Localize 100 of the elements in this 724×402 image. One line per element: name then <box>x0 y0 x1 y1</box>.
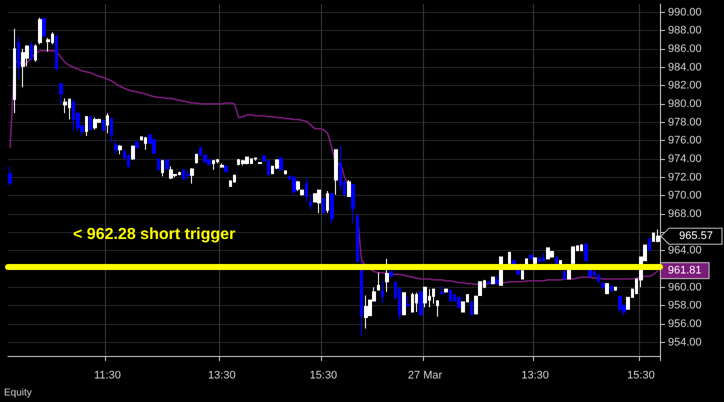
candlestick <box>309 194 312 211</box>
candlestick <box>127 154 130 169</box>
y-tick-label: 954.00 <box>668 336 702 348</box>
candlestick <box>533 257 537 264</box>
candlestick <box>284 170 287 175</box>
candlestick <box>389 271 393 277</box>
candlestick <box>444 288 448 294</box>
candlestick <box>356 213 359 263</box>
y-tick-label: 980.00 <box>668 98 702 110</box>
candlestick <box>296 180 300 192</box>
candlestick <box>550 251 554 258</box>
candlestick <box>144 136 147 150</box>
candlestick <box>207 158 211 165</box>
candlestick <box>85 115 88 136</box>
candlestick <box>440 286 444 294</box>
candlestick <box>580 244 583 252</box>
candlestick <box>402 292 406 316</box>
candlestick <box>542 252 545 262</box>
candlestick <box>17 36 20 80</box>
candlestick <box>334 149 338 196</box>
candlestick <box>610 286 613 292</box>
x-tick-label: 11:30 <box>94 370 121 382</box>
x-tick-label: 27 Mar <box>408 370 442 382</box>
candlestick <box>42 17 46 37</box>
candlestick <box>220 163 224 168</box>
candlestick <box>330 193 334 224</box>
candlestick <box>364 295 368 329</box>
candlestick <box>601 281 605 290</box>
candlestick <box>495 274 499 285</box>
candlestick <box>571 246 575 264</box>
candlestick <box>279 156 283 170</box>
candlestick <box>157 158 160 170</box>
candlestick <box>614 286 617 292</box>
candlestick <box>317 190 321 214</box>
candlestick <box>195 154 198 164</box>
candlestick <box>432 288 435 304</box>
y-tick-label: 956.00 <box>668 318 702 330</box>
candlestick <box>110 117 113 142</box>
candlestick <box>38 17 42 45</box>
candlestick <box>423 286 427 308</box>
candlestick <box>161 159 164 177</box>
candlestick <box>30 41 33 62</box>
y-tick-label: 978.00 <box>668 116 702 128</box>
candlestick <box>186 169 190 180</box>
y-tick-label: 972.00 <box>668 171 702 184</box>
candlestick <box>605 283 609 294</box>
candlestick <box>212 159 215 170</box>
candlestick <box>449 290 452 302</box>
candlestick <box>13 28 16 114</box>
candlestick <box>470 301 473 316</box>
candlestick <box>305 178 308 202</box>
y-tick-label: 964.00 <box>668 244 702 257</box>
candlestick <box>351 184 355 224</box>
y-tick-label: 960.00 <box>668 281 702 294</box>
candlestick <box>118 144 122 155</box>
candlestick <box>457 296 461 308</box>
candlestick <box>326 190 329 214</box>
x-tick-label: 15:30 <box>310 370 338 382</box>
candlestick <box>546 247 550 260</box>
data-label: 961.81 <box>668 264 702 277</box>
candlestick <box>360 261 363 336</box>
candlestick <box>648 238 651 252</box>
candlestick <box>521 270 524 280</box>
y-tick-label: 988.00 <box>668 24 702 37</box>
text: 965.57 <box>679 230 713 242</box>
candlestick <box>233 174 236 184</box>
candlestick <box>322 198 325 214</box>
candlestick <box>555 256 558 264</box>
candlestick <box>165 159 169 170</box>
candlestick <box>131 146 135 160</box>
candlestick <box>508 252 511 264</box>
candlestick <box>584 244 588 262</box>
candlestick <box>89 115 92 130</box>
candlestick <box>436 300 439 318</box>
candlestick <box>415 292 418 312</box>
candlestick <box>21 48 25 88</box>
candlestick <box>419 291 423 316</box>
candlestick <box>487 281 490 284</box>
candlestick <box>245 156 249 165</box>
candlestick <box>491 276 495 284</box>
candlestick <box>300 190 304 196</box>
y-tick-label: 958.00 <box>668 300 702 312</box>
candlestick <box>34 44 37 62</box>
text: Equity <box>4 388 32 398</box>
candlestick <box>618 296 622 312</box>
candlestick <box>106 112 109 134</box>
candlestick <box>169 166 173 180</box>
y-tick-label: 984.00 <box>668 61 702 74</box>
y-tick-label: 982.00 <box>668 80 702 92</box>
candlestick <box>93 117 97 130</box>
candlestick <box>59 83 63 104</box>
candlestick <box>478 281 482 296</box>
candlestick <box>8 166 12 187</box>
candlestick <box>656 229 660 243</box>
candlestick <box>114 139 118 155</box>
candlestick <box>55 34 58 70</box>
candlestick <box>538 256 541 262</box>
candlestick <box>474 295 478 314</box>
candlestick <box>102 119 105 132</box>
candlestick <box>224 164 228 172</box>
